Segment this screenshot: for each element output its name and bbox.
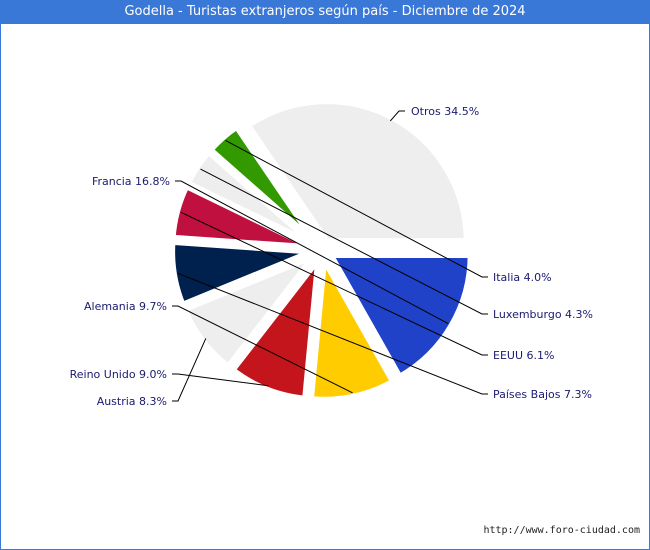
pie-slices (169, 98, 474, 403)
source-url: http://www.foro-ciudad.com (483, 525, 640, 536)
slice-label-francia: Francia 16.8% (92, 175, 170, 188)
slice-label-austria: Austria 8.3% (97, 395, 167, 408)
leader-line-reino-unido (172, 373, 269, 387)
leader-line-alemania (172, 305, 353, 394)
leader-line-paises-bajos (177, 272, 488, 395)
leader-line-otros (389, 110, 405, 122)
leader-line-luxemburgo (200, 168, 488, 315)
chart-title: Godella - Turistas extranjeros según paí… (0, 0, 650, 24)
pie-slice-alemania (307, 250, 398, 403)
pie-slice-otros (243, 98, 470, 245)
slice-label-eeuu: EEUU 6.1% (493, 349, 554, 362)
slice-label-paises-bajos: Países Bajos 7.3% (493, 388, 592, 401)
pie-slice-luxemburgo (183, 147, 316, 248)
slice-label-luxemburgo: Luxemburgo 4.3% (493, 308, 593, 321)
slice-label-otros: Otros 34.5% (411, 105, 479, 118)
slice-label-alemania: Alemania 9.7% (84, 300, 167, 313)
leader-line-francia (175, 180, 449, 324)
slice-label-reino-unido: Reino Unido 9.0% (70, 368, 167, 381)
pie-chart: Otros 34.5% Italia 4.0% Luxemburgo 4.3% EEU… (70, 98, 593, 408)
leader-line-austria (172, 338, 207, 402)
leader-line-italia (225, 140, 488, 278)
pie-slice-reino-unido (228, 249, 323, 402)
slice-label-italia: Italia 4.0% (493, 271, 552, 284)
leader-line-eeuu (180, 211, 488, 356)
pie-labels: Otros 34.5% Italia 4.0% Luxemburgo 4.3% EEU… (70, 105, 593, 408)
